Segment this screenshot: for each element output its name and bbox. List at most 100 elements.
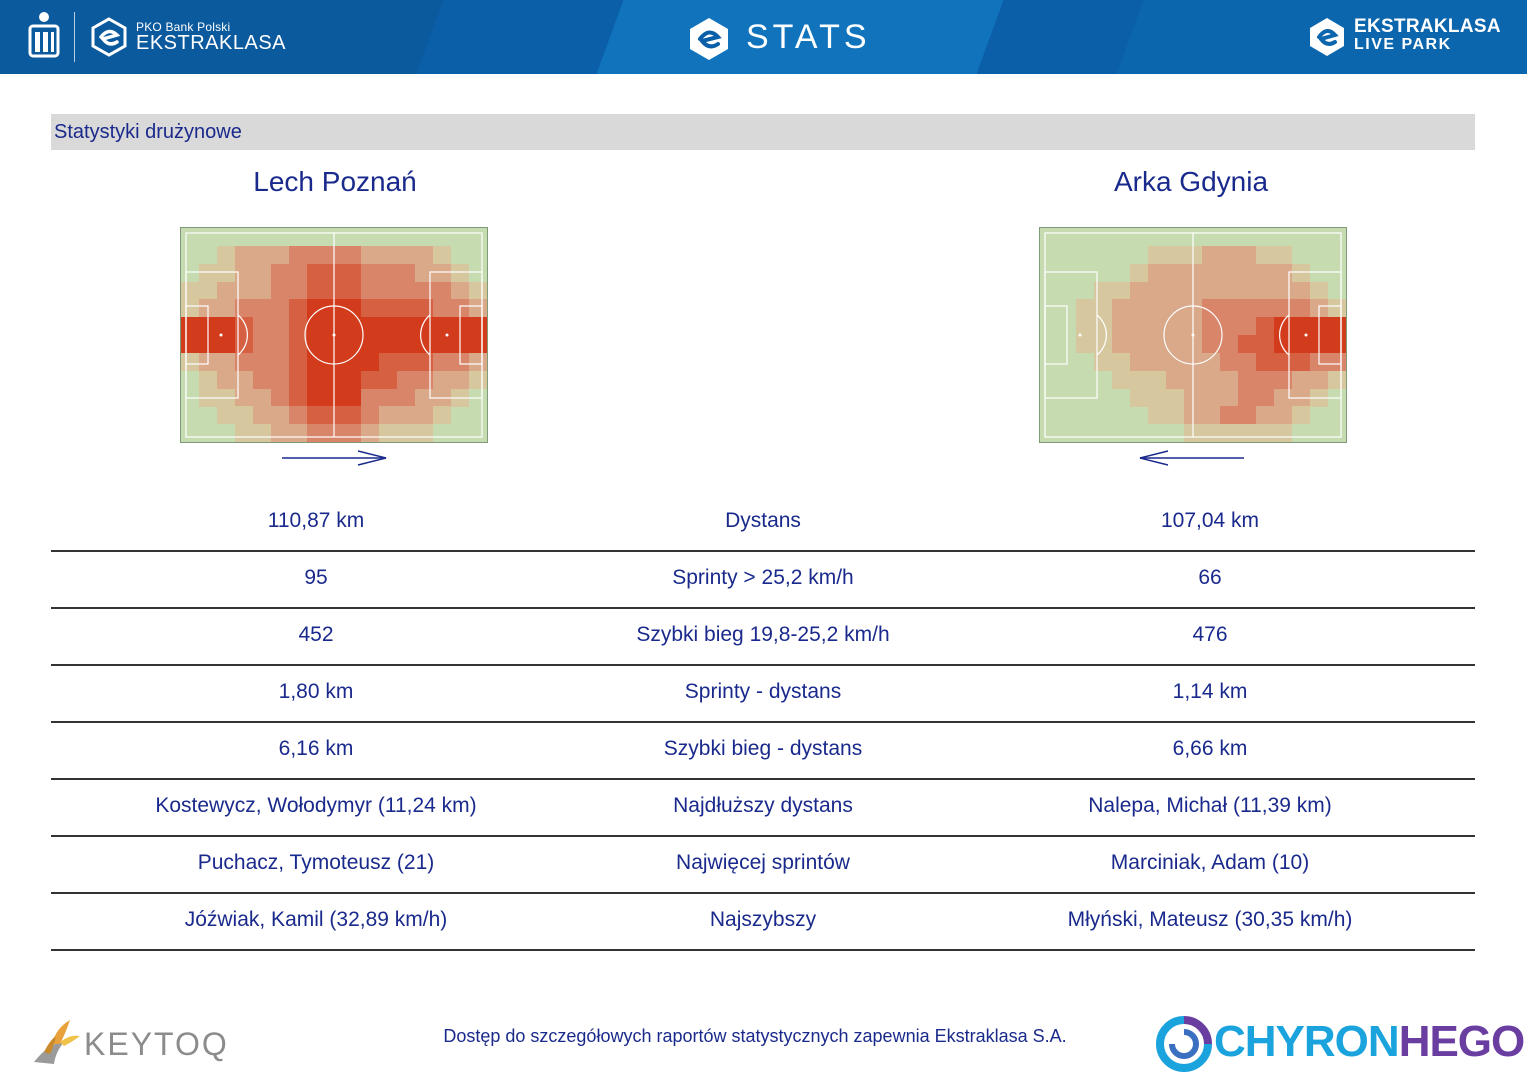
- heatmap-cell: [433, 317, 451, 336]
- heatmap-cell: [1202, 299, 1220, 318]
- page-title: STATS: [746, 18, 871, 56]
- heatmap-cell: [271, 388, 289, 407]
- heatmap-cell: [1076, 335, 1094, 353]
- home-value: 6,16 km: [278, 737, 354, 760]
- heatmap-cell: [1130, 299, 1148, 318]
- heatmap-cell: [1238, 352, 1256, 371]
- heatmap-cell: [271, 281, 289, 300]
- heatmap-cell: [451, 370, 469, 389]
- heatmap-cell: [1220, 370, 1238, 389]
- ekstraklasa-logo-icon: [91, 17, 127, 57]
- heatmap-cell: [415, 317, 433, 336]
- heatmap-cell: [1166, 352, 1184, 371]
- heatmap-cell: [415, 281, 433, 300]
- pitch-markings: [1044, 232, 1342, 438]
- header-divider: [74, 12, 75, 62]
- heatmap-cell: [397, 245, 415, 264]
- away-value: Marciniak, Adam (10): [1110, 851, 1310, 874]
- heatmap-cell: [415, 352, 433, 371]
- stat-label: Najszybszy: [709, 908, 817, 931]
- heatmap-cell: [1130, 352, 1148, 371]
- stats-table: 110,87 km Dystans 107,04 km 95 Sprinty >…: [51, 495, 1475, 951]
- heatmap-cell: [1256, 299, 1274, 318]
- heatmap-cell: [1148, 317, 1166, 336]
- heatmap-cell: [397, 281, 415, 300]
- heatmap-cell: [1274, 263, 1292, 282]
- heatmap-cell: [271, 299, 289, 318]
- chyronhego-brand-part: CHYRON: [1214, 1017, 1400, 1066]
- heatmap-cell: [397, 406, 415, 425]
- heatmap-cell: [433, 352, 451, 371]
- heatmap-cell: [1112, 281, 1130, 300]
- heatmap-cell: [451, 263, 469, 282]
- heatmap-cell: [1256, 245, 1274, 264]
- heatmap-cell: [415, 245, 433, 264]
- heatmap-cell: [451, 281, 469, 300]
- heatmap-cell: [415, 388, 433, 407]
- heatmap-cell: [415, 335, 433, 353]
- heatmap-cell: [289, 245, 307, 264]
- heatmap-cell: [343, 370, 361, 389]
- heatmap-cell: [361, 317, 379, 336]
- heatmap-cell: [1256, 263, 1274, 282]
- heatmap-cell: [1166, 335, 1184, 353]
- heatmap-cell: [361, 281, 379, 300]
- heatmap-cell: [1310, 370, 1328, 389]
- heatmap-cell: [271, 245, 289, 264]
- heatmap-cell: [307, 317, 325, 336]
- heatmap-cell: [361, 245, 379, 264]
- chyronhego-brand-part: HEGO: [1398, 1017, 1526, 1066]
- heatmap-cell: [1130, 388, 1148, 407]
- heatmap-cell: [235, 299, 253, 318]
- table-row: 95 Sprinty > 25,2 km/h 66: [51, 552, 1475, 609]
- heatmap-cell: [1274, 281, 1292, 300]
- heatmap-cell: [1238, 245, 1256, 264]
- heatmap-cell: [1148, 299, 1166, 318]
- heatmap-cell: [379, 370, 397, 389]
- heatmap-cell: [1202, 335, 1220, 353]
- heatmap-cell: [235, 335, 253, 353]
- heatmap-cell: [1112, 299, 1130, 318]
- away-team-name: Arka Gdynia: [1113, 166, 1269, 197]
- heatmap-cell: [361, 299, 379, 318]
- heatmap-cell: [379, 388, 397, 407]
- heatmap-cell: [1112, 352, 1130, 371]
- heatmap-cell: [1202, 245, 1220, 264]
- heatmap-cell: [433, 406, 451, 425]
- heatmap-cell: [379, 335, 397, 353]
- home-value: 452: [298, 623, 334, 646]
- heatmap-cell: [1310, 281, 1328, 300]
- away-value: 476: [1192, 623, 1228, 646]
- heatmap-cell: [1112, 317, 1130, 336]
- away-value: 6,66 km: [1172, 737, 1248, 760]
- heatmap-cell: [343, 263, 361, 282]
- heatmap-cell: [307, 388, 325, 407]
- away-value: 1,14 km: [1172, 680, 1248, 703]
- heatmap-cell: [1238, 281, 1256, 300]
- heatmap-cell: [253, 281, 271, 300]
- heatmap-cell: [289, 299, 307, 318]
- heatmap-cell: [1220, 245, 1238, 264]
- away-value: 66: [1198, 566, 1222, 589]
- heatmap-cell: [361, 370, 379, 389]
- heatmap-cell: [271, 317, 289, 336]
- stats-logo-icon: [690, 18, 728, 60]
- heatmap-cell: [415, 370, 433, 389]
- heatmap-cell: [343, 335, 361, 353]
- heatmap-cell: [343, 317, 361, 336]
- home-value: Puchacz, Tymoteusz (21): [197, 851, 435, 874]
- heatmap-cell: [1292, 352, 1310, 371]
- heatmap-cell: [433, 370, 451, 389]
- heatmap-cell: [289, 317, 307, 336]
- home-value: Kostewycz, Wołodymyr (11,24 km): [155, 794, 477, 817]
- heatmap-cell: [253, 245, 271, 264]
- table-row: 110,87 km Dystans 107,04 km: [51, 495, 1475, 552]
- heatmap-cell: [1220, 299, 1238, 318]
- away-value: 107,04 km: [1160, 509, 1260, 532]
- heatmap-cell: [271, 406, 289, 425]
- attack-direction-right-arrow-icon: [282, 450, 387, 466]
- heatmap-cell: [1112, 335, 1130, 353]
- heatmap-cell: [1274, 370, 1292, 389]
- heatmap-cell: [1292, 370, 1310, 389]
- heatmap-cell: [235, 352, 253, 371]
